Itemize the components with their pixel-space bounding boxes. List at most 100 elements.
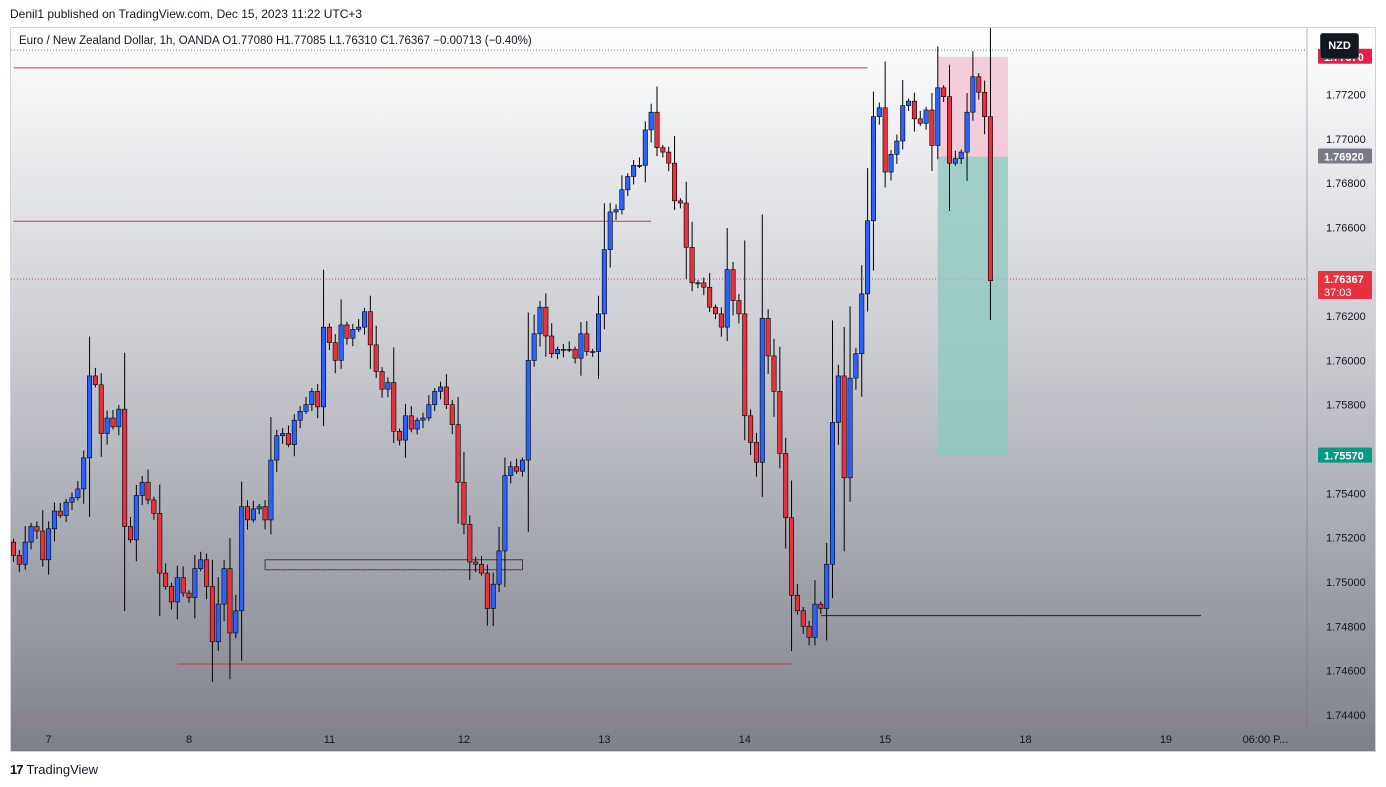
candle-body bbox=[607, 211, 613, 250]
chart-canvas[interactable]: 1.74400 1.74600 1.74800 1.75000 1.75200 1.754… bbox=[11, 28, 1376, 752]
symbol-legend: Euro / New Zealand Dollar, 1h, OANDA O1.… bbox=[19, 35, 532, 47]
candle-body bbox=[765, 317, 771, 357]
candle-body bbox=[338, 324, 344, 361]
candle-body bbox=[192, 568, 198, 598]
y-tick-label: 1.76200 bbox=[1326, 311, 1366, 323]
candle-body bbox=[689, 247, 695, 284]
candle-body bbox=[870, 116, 876, 222]
candle-body bbox=[139, 481, 145, 496]
candle-body bbox=[104, 417, 110, 434]
x-tick-label: 12 bbox=[458, 734, 470, 746]
candle-body bbox=[408, 415, 414, 430]
y-tick-label: 1.77000 bbox=[1326, 134, 1366, 146]
candle-body bbox=[742, 313, 748, 417]
candle-body bbox=[519, 459, 525, 472]
candle-body bbox=[168, 586, 174, 603]
chart-frame[interactable]: 1.74400 1.74600 1.74800 1.75000 1.75200 1.754… bbox=[10, 27, 1376, 752]
candle-body bbox=[478, 563, 484, 574]
candle-body bbox=[321, 326, 327, 408]
candle-body bbox=[455, 424, 461, 483]
footer-brand[interactable]: 17 TradingView bbox=[10, 762, 98, 777]
candle-body bbox=[613, 209, 619, 213]
candle-body bbox=[753, 442, 759, 463]
candle-body bbox=[356, 326, 362, 330]
y-tick-label: 1.75800 bbox=[1326, 400, 1366, 412]
candle-body bbox=[964, 111, 970, 153]
candle-body bbox=[917, 118, 923, 124]
candle-body bbox=[672, 162, 678, 202]
candle-body bbox=[473, 561, 479, 565]
candle-body bbox=[402, 415, 408, 441]
candle-body bbox=[794, 594, 800, 612]
candle-body bbox=[660, 147, 666, 153]
candle-body bbox=[426, 404, 432, 419]
candle-body bbox=[51, 510, 57, 530]
candle-body bbox=[625, 176, 631, 191]
candle-body bbox=[245, 506, 251, 521]
time-axis-area bbox=[11, 726, 1375, 751]
candle-body bbox=[11, 541, 16, 556]
candle-body bbox=[87, 375, 93, 459]
candle-body bbox=[835, 375, 841, 423]
candle-body bbox=[549, 335, 555, 355]
x-tick-label: 7 bbox=[46, 734, 52, 746]
bottom-band bbox=[11, 710, 1307, 726]
candle-body bbox=[707, 286, 713, 308]
x-tick-label: 06:00 P... bbox=[1243, 734, 1289, 746]
candle-body bbox=[122, 408, 128, 527]
candle-body bbox=[303, 404, 309, 412]
candle-body bbox=[952, 158, 958, 164]
candle-body bbox=[841, 375, 847, 479]
y-tick-label: 1.76000 bbox=[1326, 355, 1366, 367]
candle-body bbox=[976, 76, 982, 93]
take-profit-zone bbox=[937, 156, 1008, 456]
candle-body bbox=[566, 349, 572, 351]
tradingview-logo-icon: 17 bbox=[10, 762, 24, 777]
candle-body bbox=[853, 353, 859, 379]
support-box bbox=[264, 559, 523, 571]
candle-body bbox=[771, 355, 777, 392]
candle-body bbox=[929, 109, 935, 146]
candle-body bbox=[648, 111, 654, 131]
y-tick-label: 1.77200 bbox=[1326, 89, 1366, 101]
candle-body bbox=[946, 96, 952, 164]
candle-body bbox=[935, 87, 941, 146]
candle-body bbox=[22, 541, 28, 565]
candle-body bbox=[40, 530, 46, 561]
candle-body bbox=[666, 151, 672, 164]
x-tick-label: 18 bbox=[1019, 734, 1031, 746]
candle-body bbox=[344, 324, 350, 339]
candle-body bbox=[309, 391, 315, 405]
candle-body bbox=[736, 300, 742, 315]
candle-body bbox=[484, 572, 490, 609]
candle-body bbox=[81, 457, 87, 490]
candle-body bbox=[98, 384, 104, 434]
candle-body bbox=[163, 572, 169, 587]
candle-body bbox=[373, 344, 379, 372]
candle-body bbox=[361, 311, 367, 328]
candle-body bbox=[461, 481, 467, 525]
candle-body bbox=[128, 526, 134, 541]
x-tick-label: 14 bbox=[739, 734, 751, 746]
candle-body bbox=[619, 189, 625, 211]
currency-button[interactable]: NZD bbox=[1320, 33, 1359, 59]
candle-body bbox=[601, 249, 607, 315]
candle-body bbox=[911, 100, 917, 120]
candle-body bbox=[315, 391, 321, 408]
candle-body bbox=[151, 499, 157, 514]
candle-body bbox=[385, 382, 391, 390]
candle-body bbox=[443, 386, 449, 405]
candle-body bbox=[923, 109, 929, 124]
candle-body bbox=[75, 488, 81, 499]
candle-body bbox=[116, 408, 122, 428]
candle-body bbox=[239, 506, 245, 612]
candle-body bbox=[982, 91, 988, 117]
candle-body bbox=[367, 311, 373, 346]
candle-body bbox=[133, 495, 139, 541]
candle-body bbox=[180, 577, 186, 594]
candle-body bbox=[397, 430, 403, 441]
candle-body bbox=[186, 592, 192, 598]
y-tick-label: 1.76800 bbox=[1326, 178, 1366, 190]
price-badge-text: 1.75570 bbox=[1324, 451, 1364, 463]
candle-body bbox=[46, 528, 52, 561]
